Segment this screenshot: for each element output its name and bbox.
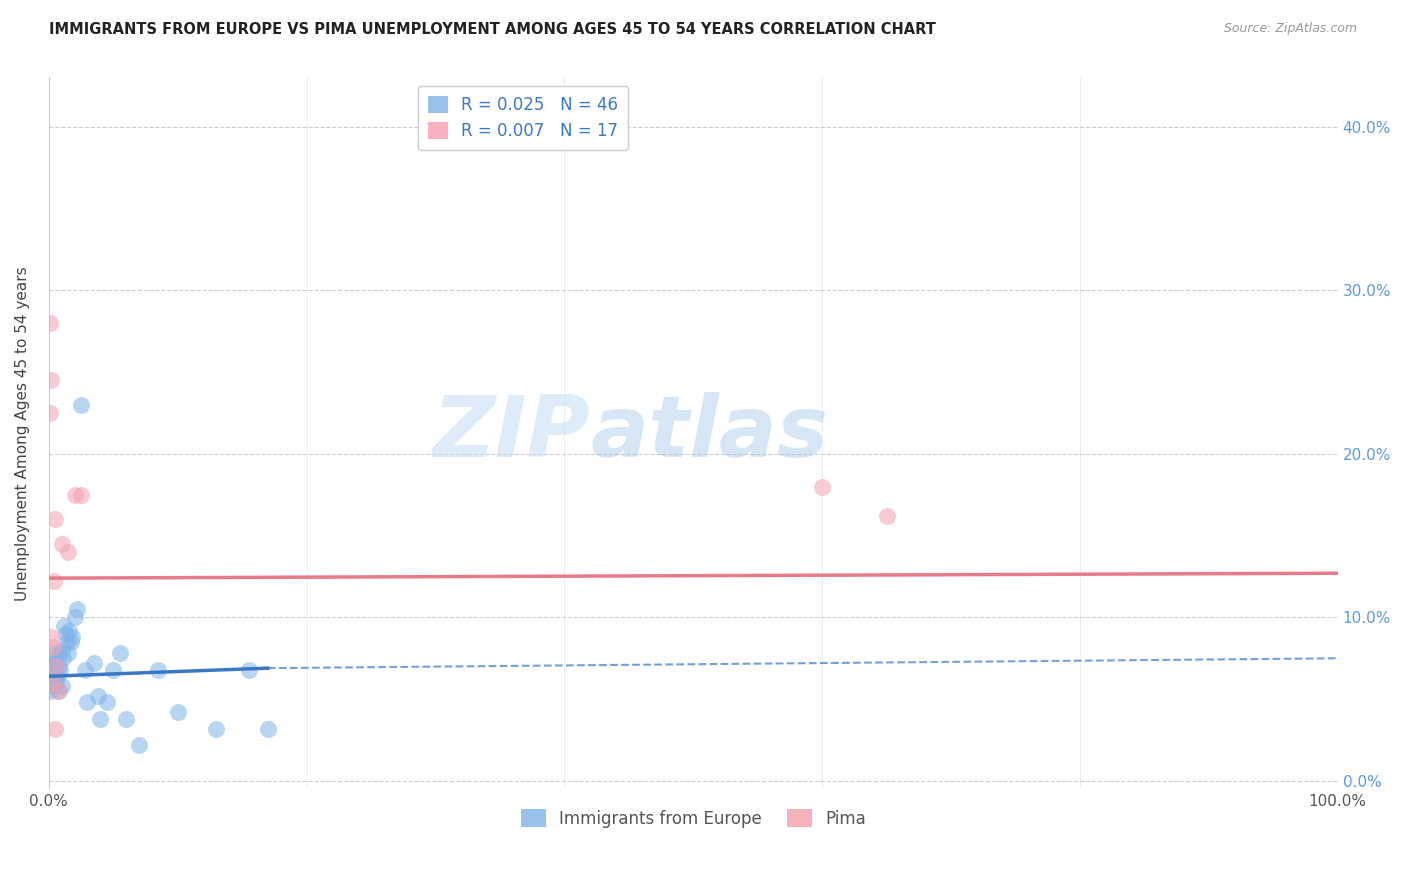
Point bbox=[103, 663, 125, 677]
Point bbox=[46, 667, 69, 681]
Point bbox=[39, 406, 62, 420]
Point bbox=[148, 663, 170, 677]
Text: atlas: atlas bbox=[591, 392, 828, 475]
Text: ZIP: ZIP bbox=[433, 392, 591, 475]
Point bbox=[45, 657, 67, 671]
Point bbox=[115, 712, 138, 726]
Point bbox=[42, 679, 65, 693]
Point bbox=[63, 610, 86, 624]
Point bbox=[96, 696, 118, 710]
Point bbox=[66, 602, 89, 616]
Point bbox=[45, 659, 67, 673]
Point bbox=[73, 663, 96, 677]
Point bbox=[51, 537, 73, 551]
Legend: Immigrants from Europe, Pima: Immigrants from Europe, Pima bbox=[515, 803, 873, 834]
Point bbox=[41, 676, 63, 690]
Text: Source: ZipAtlas.com: Source: ZipAtlas.com bbox=[1223, 22, 1357, 36]
Point bbox=[56, 545, 79, 559]
Point bbox=[41, 373, 63, 387]
Point bbox=[63, 488, 86, 502]
Point bbox=[48, 659, 70, 673]
Point bbox=[70, 488, 93, 502]
Point bbox=[166, 706, 188, 720]
Point bbox=[49, 663, 72, 677]
Point bbox=[60, 630, 83, 644]
Point bbox=[55, 627, 77, 641]
Point bbox=[811, 479, 834, 493]
Point bbox=[44, 671, 66, 685]
Point bbox=[41, 657, 63, 671]
Point bbox=[41, 647, 63, 661]
Point bbox=[44, 722, 66, 736]
Point bbox=[46, 684, 69, 698]
Point bbox=[44, 663, 66, 677]
Point bbox=[59, 635, 82, 649]
Point bbox=[42, 659, 65, 673]
Point bbox=[39, 671, 62, 685]
Point bbox=[45, 676, 67, 690]
Point bbox=[51, 643, 73, 657]
Point bbox=[70, 398, 93, 412]
Point bbox=[108, 647, 131, 661]
Point bbox=[876, 508, 898, 523]
Point bbox=[39, 684, 62, 698]
Point bbox=[205, 722, 228, 736]
Point bbox=[76, 696, 98, 710]
Point bbox=[41, 640, 63, 654]
Point bbox=[83, 657, 105, 671]
Point bbox=[44, 512, 66, 526]
Point bbox=[56, 635, 79, 649]
Point bbox=[56, 647, 79, 661]
Point bbox=[53, 618, 76, 632]
Point bbox=[41, 676, 63, 690]
Point bbox=[41, 630, 63, 644]
Point bbox=[89, 712, 111, 726]
Point bbox=[51, 679, 73, 693]
Point bbox=[42, 574, 65, 589]
Point bbox=[39, 316, 62, 330]
Point bbox=[41, 667, 63, 681]
Point bbox=[48, 647, 70, 661]
Point bbox=[48, 684, 70, 698]
Point bbox=[58, 624, 80, 638]
Y-axis label: Unemployment Among Ages 45 to 54 years: Unemployment Among Ages 45 to 54 years bbox=[15, 266, 30, 600]
Point bbox=[52, 651, 75, 665]
Point bbox=[41, 663, 63, 677]
Point bbox=[128, 738, 150, 752]
Text: IMMIGRANTS FROM EUROPE VS PIMA UNEMPLOYMENT AMONG AGES 45 TO 54 YEARS CORRELATIO: IMMIGRANTS FROM EUROPE VS PIMA UNEMPLOYM… bbox=[49, 22, 936, 37]
Point bbox=[257, 722, 280, 736]
Point bbox=[87, 689, 110, 703]
Point bbox=[238, 663, 260, 677]
